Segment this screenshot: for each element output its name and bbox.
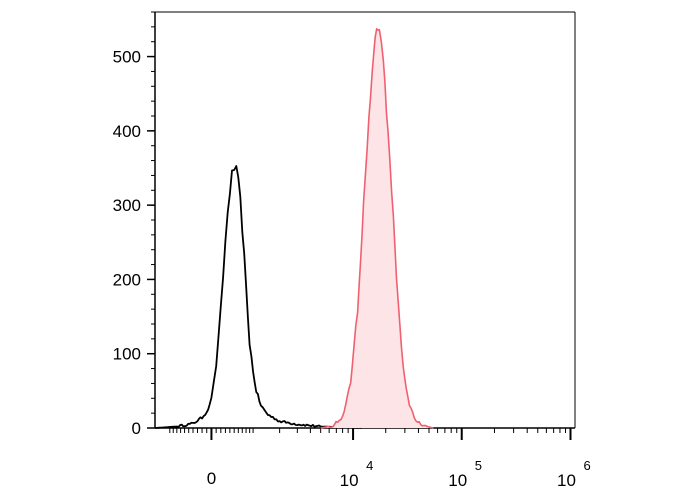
x-tick-label: 10 xyxy=(557,471,576,490)
x-tick-exponent: 6 xyxy=(583,458,590,473)
y-tick-label: 400 xyxy=(113,122,141,141)
series-0-line xyxy=(154,165,362,429)
y-axis: 0 100 200 300 400 500 xyxy=(113,11,155,438)
x-tick-label: 10 xyxy=(340,471,359,490)
y-tick-label: 100 xyxy=(113,345,141,364)
x-tick-exponent: 4 xyxy=(366,458,373,473)
x-tick-exponent: 5 xyxy=(475,458,482,473)
y-tick-label: 500 xyxy=(113,48,141,67)
y-tick-label: 200 xyxy=(113,270,141,289)
x-tick-label: 0 xyxy=(207,469,216,488)
y-tick-label: 0 xyxy=(132,419,141,438)
y-tick-label: 300 xyxy=(113,196,141,215)
series-1-fill xyxy=(320,28,434,429)
x-axis: 0 10 4 10 5 10 6 xyxy=(169,428,591,490)
series-1-line xyxy=(320,28,434,429)
series-layer xyxy=(154,28,434,429)
x-tick-label: 10 xyxy=(448,471,467,490)
